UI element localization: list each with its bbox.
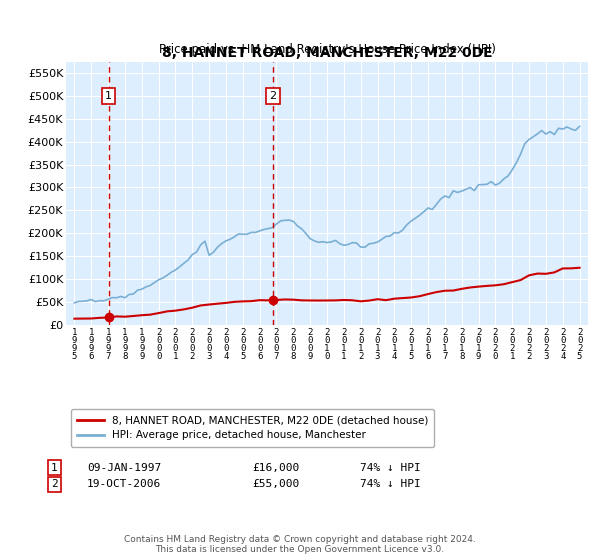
Text: 2: 2 xyxy=(269,91,277,101)
Text: 2: 2 xyxy=(51,479,58,489)
Text: 1: 1 xyxy=(51,463,58,473)
Legend: 8, HANNET ROAD, MANCHESTER, M22 0DE (detached house), HPI: Average price, detach: 8, HANNET ROAD, MANCHESTER, M22 0DE (det… xyxy=(71,409,434,447)
Title: 8, HANNET ROAD, MANCHESTER, M22 0DE: 8, HANNET ROAD, MANCHESTER, M22 0DE xyxy=(161,46,493,60)
Text: Contains HM Land Registry data © Crown copyright and database right 2024.
This d: Contains HM Land Registry data © Crown c… xyxy=(124,535,476,554)
Text: 74% ↓ HPI: 74% ↓ HPI xyxy=(360,479,421,489)
Text: 1: 1 xyxy=(105,91,112,101)
Text: 09-JAN-1997: 09-JAN-1997 xyxy=(87,463,161,473)
Text: £55,000: £55,000 xyxy=(252,479,299,489)
Text: 19-OCT-2006: 19-OCT-2006 xyxy=(87,479,161,489)
Text: 74% ↓ HPI: 74% ↓ HPI xyxy=(360,463,421,473)
Text: Price paid vs. HM Land Registry's House Price Index (HPI): Price paid vs. HM Land Registry's House … xyxy=(158,43,496,57)
Text: £16,000: £16,000 xyxy=(252,463,299,473)
